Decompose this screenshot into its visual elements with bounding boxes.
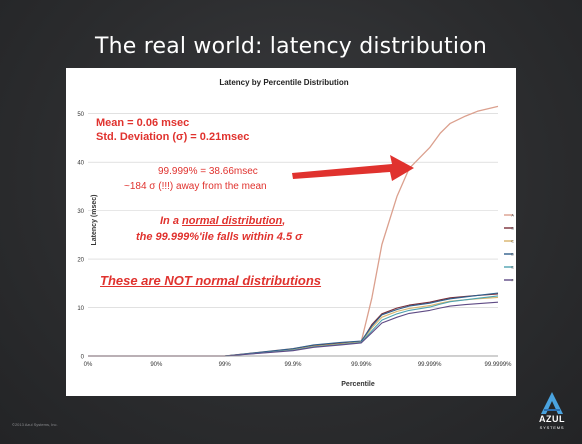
y-tick-label: 0: [81, 355, 85, 361]
stddev-annotation: Std. Deviation (σ) = 0.21msec: [96, 131, 250, 143]
legend-label-D: D: [511, 252, 514, 257]
x-tick-label: 90%: [150, 362, 163, 368]
chart-panel: Latency by Percentile Distribution 0 10 20…: [66, 68, 516, 396]
azul-logo-sub: SYSTEMS: [539, 425, 565, 430]
x-tick-label: 99.999%: [418, 362, 442, 368]
normal-distribution-note-line2: the 99.999%'ile falls within 4.5 σ: [136, 231, 303, 243]
series-line-B: [88, 293, 499, 357]
mean-annotation: Mean = 0.06 msec: [96, 117, 190, 129]
series-line-D: [88, 292, 499, 357]
x-tick-label: 99.9999%: [484, 362, 512, 368]
y-tick-label: 10: [77, 306, 84, 312]
normal-distribution-note: In a normal distribution,: [160, 215, 285, 227]
p99999-annotation: 99.999% = 38.66msec: [158, 166, 258, 177]
sigma-away-annotation: ~184 σ (!!!) away from the mean: [124, 181, 267, 192]
legend-label-B: B: [511, 226, 514, 231]
x-tick-label: 99.99%: [351, 362, 372, 368]
azul-logo-word: AZUL: [539, 414, 565, 424]
not-normal-annotation: These are NOT normal distributions: [100, 273, 322, 288]
series-line-E: [88, 295, 499, 357]
y-tick-label: 40: [77, 161, 84, 167]
normal-suffix: ,: [282, 215, 286, 227]
latency-chart: Latency by Percentile Distribution 0 10 20…: [77, 78, 515, 388]
x-axis-label: Percentile: [341, 381, 375, 388]
y-tick-label: 20: [77, 258, 84, 264]
y-tick-label: 30: [77, 209, 84, 215]
legend-label-C: C: [511, 239, 514, 244]
legend-label-E: E: [511, 265, 514, 270]
normal-prefix: In a: [160, 215, 183, 227]
normal-distribution-underlined: normal distribution: [182, 215, 283, 227]
legend-label-A: A: [511, 213, 514, 218]
series-line-F: [88, 301, 499, 357]
copyright-text: ©2013 Azul Systems, Inc.: [12, 422, 58, 427]
slide-title: The real world: latency distribution: [95, 34, 487, 59]
y-tick-label: 50: [77, 112, 84, 118]
x-tick-label: 99.9%: [284, 362, 302, 368]
y-axis-label: Latency (msec): [91, 195, 98, 246]
x-tick-label: 0%: [84, 362, 93, 368]
chart-title: Latency by Percentile Distribution: [219, 78, 348, 87]
legend-label-F: F: [512, 278, 515, 283]
series-line-C: [88, 296, 499, 357]
x-tick-label: 99%: [219, 362, 232, 368]
azul-logo-icon: [541, 392, 563, 414]
